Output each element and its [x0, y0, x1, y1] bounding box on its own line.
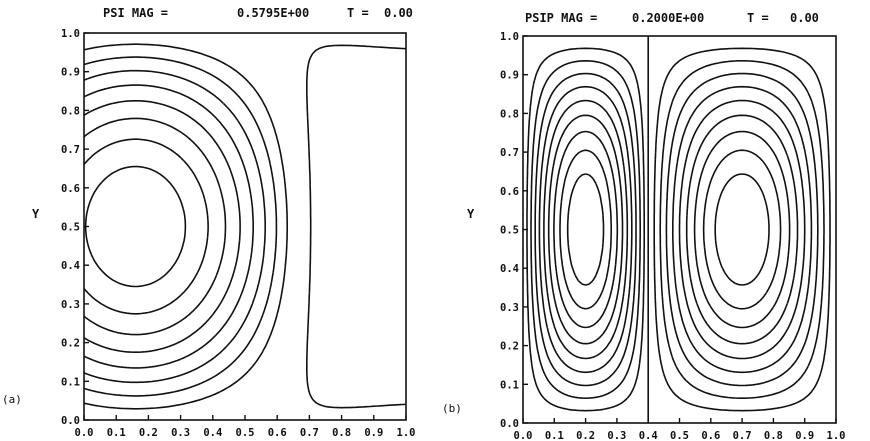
panel-b-dashed-contour-7: [559, 149, 612, 310]
y-tick-label: 0.7: [61, 144, 80, 156]
y-tick-label: 0.2: [500, 341, 519, 353]
y-tick-label: 0.0: [61, 415, 80, 427]
x-tick-label: 0.8: [764, 430, 783, 441]
panel-a-dashed-contour-6: [83, 69, 266, 384]
y-tick-label: 0.5: [500, 225, 519, 237]
panel-b-solid-contour-5: [685, 114, 799, 345]
panel-a: (a) PSI MAG = 0.5795E+00 T = 0.00 Y 0.00…: [2, 6, 415, 439]
panel-b-dashed-contour-1: [530, 60, 641, 399]
x-tick-label: 0.6: [701, 430, 720, 441]
panel-a-title-value: 0.5795E+00: [237, 6, 309, 20]
y-tick-label: 0.2: [61, 338, 80, 350]
panel-a-dashed-contour-5: [83, 84, 254, 369]
y-tick-label: 0.4: [61, 260, 80, 272]
panel-b-dashed-contour-8: [566, 173, 605, 286]
y-tick-label: 0.1: [500, 379, 519, 391]
y-tick-label: 0.7: [500, 147, 519, 159]
panel-a-y-axis-label: Y: [32, 207, 40, 221]
panel-b-dashed-contour-2: [534, 72, 637, 387]
x-tick-label: 0.3: [171, 427, 190, 439]
y-tick-label: 0.0: [500, 418, 519, 430]
x-tick-label: 0.4: [203, 427, 222, 439]
panel-b-dashed-contour-3: [538, 85, 633, 374]
y-tick-label: 0.9: [500, 70, 519, 82]
panel-b-title-left: PSIP MAG =: [525, 11, 597, 25]
panel-b-dashed-contour-6: [553, 130, 619, 329]
panel-b-title-value: 0.2000E+00: [632, 11, 704, 25]
y-tick-label: 1.0: [61, 28, 80, 40]
panel-b: (b) PSIP MAG = 0.2000E+00 T = 0.00 Y 0.0…: [442, 11, 845, 441]
x-tick-label: 0.4: [639, 430, 658, 441]
y-tick-label: 0.8: [61, 105, 80, 117]
panel-a-solid-contour-0: [306, 44, 407, 409]
x-tick-label: 0.5: [670, 430, 689, 441]
x-tick-label: 0.9: [795, 430, 814, 441]
panel-b-dashed-contour-5: [547, 114, 624, 345]
panel-b-dashed-contour-0: [526, 47, 645, 412]
y-tick-label: 0.4: [500, 263, 519, 275]
panel-b-title-t-label: T =: [747, 11, 769, 25]
x-tick-label: 0.9: [364, 427, 383, 439]
x-tick-label: 0.8: [332, 427, 351, 439]
panel-b-solid-contour-7: [702, 149, 782, 310]
y-tick-label: 0.5: [61, 222, 80, 234]
x-tick-label: 0.1: [107, 427, 126, 439]
panel-b-solid-contour-6: [693, 130, 791, 329]
panel-a-label: (a): [2, 393, 22, 406]
x-tick-label: 0.3: [607, 430, 626, 441]
y-tick-label: 0.9: [61, 67, 80, 79]
panel-a-dashed-contour-8: [83, 43, 288, 410]
panel-b-solid-contour-8: [714, 173, 770, 286]
y-tick-label: 1.0: [500, 31, 519, 43]
y-tick-label: 0.6: [500, 186, 519, 198]
panel-a-dashed-contour-1: [84, 165, 187, 288]
y-tick-label: 0.1: [61, 376, 80, 388]
panel-a-dashed-contour-3: [83, 117, 227, 336]
panel-b-solid-contour-4: [678, 99, 806, 360]
panel-b-solid-contour-0: [653, 47, 831, 412]
plot-frame: [83, 32, 407, 421]
y-tick-label: 0.3: [500, 302, 519, 314]
panel-b-solid-contour-3: [672, 85, 813, 374]
panel-b-solid-contour-1: [659, 60, 825, 399]
panel-a-title-t-label: T =: [347, 6, 369, 20]
x-tick-label: 1.0: [827, 430, 846, 441]
x-tick-label: 0.6: [268, 427, 287, 439]
x-tick-label: 0.0: [514, 430, 533, 441]
panel-a-axes: 0.0 0.1 0.2 0.3 0.4 0.5 0.6 0.7 0.8 0.9 1.0 0.0 0.1 0…: [61, 28, 415, 439]
panel-a-title-left: PSI MAG =: [103, 6, 168, 20]
x-tick-label: 0.2: [576, 430, 595, 441]
panel-a-contours: [83, 43, 407, 410]
y-tick-label: 0.3: [61, 299, 80, 311]
panel-b-contours: [526, 36, 831, 423]
panel-b-solid-contour-2: [665, 72, 819, 387]
panel-a-dashed-contour-2: [83, 138, 209, 315]
x-tick-label: 0.7: [300, 427, 319, 439]
panel-a-dashed-contour-4: [83, 100, 241, 353]
y-tick-label: 0.8: [500, 108, 519, 120]
panel-a-dashed-contour-7: [83, 56, 278, 397]
panel-b-label: (b): [442, 402, 462, 415]
x-tick-label: 0.7: [733, 430, 752, 441]
panel-b-dashed-contour-4: [543, 99, 629, 360]
panel-b-title-t-value: 0.00: [790, 11, 819, 25]
x-tick-label: 1.0: [397, 427, 416, 439]
x-tick-label: 0.0: [75, 427, 94, 439]
panel-b-axes: 0.0 0.1 0.2 0.3 0.4 0.5 0.6 0.7 0.8 0.9 1.0 0.0 0.1 0…: [500, 31, 845, 441]
y-tick-label: 0.6: [61, 183, 80, 195]
x-tick-label: 0.2: [139, 427, 158, 439]
x-tick-label: 0.5: [236, 427, 255, 439]
x-tick-label: 0.1: [545, 430, 564, 441]
panel-b-y-axis-label: Y: [467, 207, 475, 221]
panel-a-title-t-value: 0.00: [384, 6, 413, 20]
